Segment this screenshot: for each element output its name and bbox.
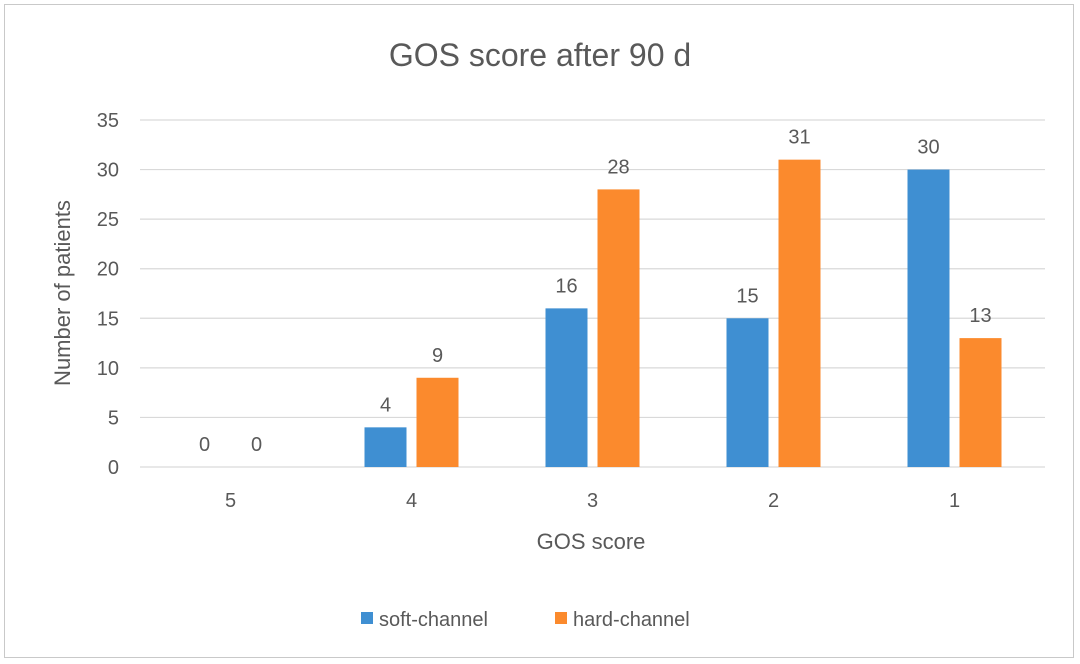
chart-frame: [4, 4, 1074, 658]
data-label: 15: [736, 285, 758, 307]
y-tick-label: 10: [97, 358, 119, 380]
bar-soft-channel: [364, 427, 407, 467]
chart-title: GOS score after 90 d: [389, 37, 691, 73]
x-axis-label: GOS score: [537, 529, 646, 554]
legend-label-soft-channel: soft-channel: [379, 609, 488, 631]
bar-hard-channel: [778, 159, 821, 467]
data-label: 4: [380, 394, 391, 416]
legend: soft-channel hard-channel: [361, 609, 690, 631]
y-tick-label: 30: [97, 160, 119, 182]
legend-label-hard-channel: hard-channel: [573, 609, 690, 631]
y-tick-label: 5: [108, 407, 119, 429]
data-label: 13: [969, 305, 991, 327]
y-tick-label: 15: [97, 308, 119, 330]
data-label: 28: [607, 156, 629, 178]
y-tick-labels: 0 5 10 15 20 25 30 35: [97, 110, 119, 479]
data-label: 0: [251, 434, 262, 456]
bar-hard-channel: [416, 377, 459, 467]
x-tick-label: 4: [406, 490, 417, 512]
data-label: 30: [917, 137, 939, 159]
grid-lines: [140, 119, 1045, 468]
x-tick-labels: 5 4 3 2 1: [225, 490, 960, 512]
x-tick-label: 2: [768, 490, 779, 512]
bar-soft-channel: [545, 308, 588, 467]
y-tick-label: 35: [97, 110, 119, 132]
x-tick-label: 5: [225, 490, 236, 512]
bar-soft-channel: [726, 318, 769, 467]
bar-soft-channel: [907, 169, 950, 468]
legend-swatch-soft-channel: [361, 612, 373, 624]
data-labels: 0 0 4 9 16 28 15 31 30 13: [199, 127, 992, 456]
data-label: 9: [432, 345, 443, 367]
bar-hard-channel: [959, 338, 1002, 467]
bars: [364, 159, 1002, 468]
data-label: 16: [555, 275, 577, 297]
x-tick-label: 1: [949, 490, 960, 512]
y-tick-label: 20: [97, 259, 119, 281]
x-tick-label: 3: [587, 490, 598, 512]
y-tick-label: 25: [97, 209, 119, 231]
bar-hard-channel: [597, 189, 640, 467]
data-label: 0: [199, 434, 210, 456]
data-label: 31: [788, 127, 810, 149]
y-tick-label: 0: [108, 457, 119, 479]
legend-swatch-hard-channel: [555, 612, 567, 624]
y-axis-label: Number of patients: [50, 200, 75, 386]
